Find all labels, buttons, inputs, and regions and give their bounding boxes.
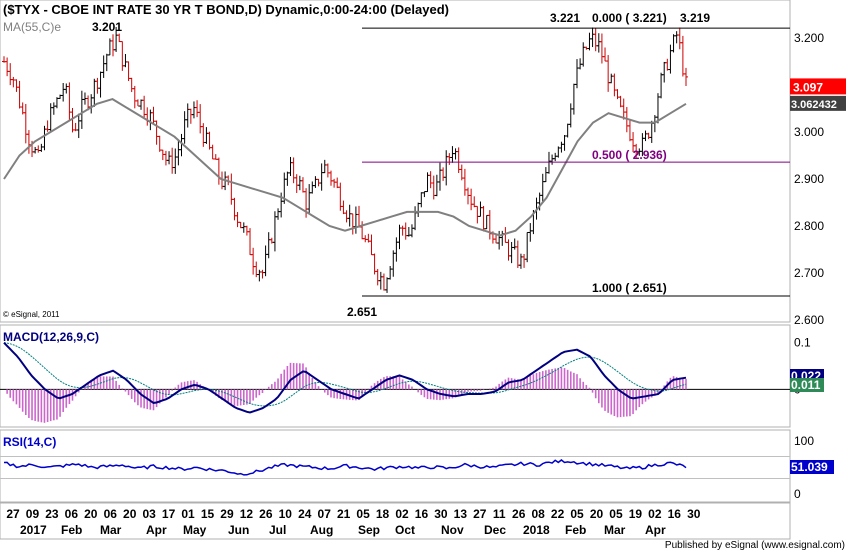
x-month-label: 2017 <box>20 523 47 537</box>
x-tick-label: 20 <box>123 507 137 521</box>
x-month-label: Nov <box>441 523 464 537</box>
x-month-label: Mar <box>604 523 626 537</box>
x-tick-label: 24 <box>298 507 312 521</box>
x-month-label: Dec <box>484 523 506 537</box>
ma-label: MA(55,C)e <box>3 20 61 34</box>
x-month-label: Jun <box>228 523 249 537</box>
x-month-label: Mar <box>100 523 122 537</box>
x-tick-label: 06 <box>65 507 79 521</box>
rsi-value-tag-bg <box>790 460 834 474</box>
x-tick-label: 13 <box>454 507 468 521</box>
x-tick-label: 10 <box>279 507 293 521</box>
price-tick-label: 2.800 <box>794 219 824 233</box>
ma-value: 3.201 <box>92 20 122 34</box>
x-month-label: Apr <box>146 523 167 537</box>
ma-value-tag: 3.062432 <box>790 95 846 111</box>
x-tick-label: 21 <box>337 507 351 521</box>
x-tick-label: 19 <box>629 507 643 521</box>
x-tick-label: 22 <box>551 507 565 521</box>
x-tick-label: 16 <box>415 507 429 521</box>
macd-tick-label: 0.1 <box>794 336 811 350</box>
x-month-label: Oct <box>395 523 415 537</box>
x-tick-label: 15 <box>201 507 215 521</box>
price-tick-label: 2.900 <box>794 172 824 186</box>
x-tick-label: 02 <box>395 507 409 521</box>
x-tick-label: 08 <box>531 507 545 521</box>
last-price-tag-text: 3.097 <box>793 80 823 94</box>
rsi-value-tag: 51.039 <box>790 460 834 474</box>
price-annotation: 3.219 <box>680 11 710 25</box>
x-month-label: Apr <box>645 523 666 537</box>
last-price-tag-bg <box>790 78 846 95</box>
x-tick-label: 26 <box>512 507 526 521</box>
price-tick-label: 2.600 <box>794 313 824 327</box>
price-annotation: 0.500 ( 2.936) <box>592 148 667 162</box>
signal-value-tag: 0.011 <box>790 378 824 392</box>
x-tick-label: 30 <box>434 507 448 521</box>
x-month-label: 2018 <box>523 523 550 537</box>
x-tick-label: 12 <box>240 507 254 521</box>
x-tick-label: 26 <box>259 507 273 521</box>
ma-value-tag-bg <box>790 95 846 111</box>
x-tick-label: 27 <box>6 507 20 521</box>
x-tick-label: 06 <box>104 507 118 521</box>
x-month-label: Sep <box>358 523 380 537</box>
x-tick-label: 27 <box>473 507 487 521</box>
rsi-tick-label: 100 <box>794 434 814 448</box>
ohlc-bar <box>684 67 688 87</box>
x-tick-label: 29 <box>220 507 234 521</box>
x-axis-panel <box>0 502 791 540</box>
x-tick-label: 05 <box>570 507 584 521</box>
x-month-label: May <box>183 523 207 537</box>
price-panel <box>0 0 791 323</box>
price-tick-label: 2.700 <box>794 266 824 280</box>
x-tick-label: 16 <box>668 507 682 521</box>
ma-55-line <box>3 98 687 237</box>
macd-signal-line <box>3 342 687 407</box>
x-tick-label: 17 <box>162 507 176 521</box>
x-tick-label: 07 <box>318 507 332 521</box>
rsi-tick-label: 0 <box>794 487 801 501</box>
x-tick-label: 03 <box>142 507 156 521</box>
published-by-text: Published by eSignal (www.esignal.com) <box>665 540 845 551</box>
rsi-line <box>3 459 687 476</box>
x-tick-label: 20 <box>84 507 98 521</box>
last-price-tag: 3.097 <box>790 78 846 95</box>
price-layer: 3.2003.1003.0002.9002.8002.7002.6003.221… <box>2 11 846 327</box>
rsi-title: RSI(14,C) <box>3 435 56 449</box>
x-tick-label: 30 <box>687 507 701 521</box>
macd-line <box>3 342 687 414</box>
rsi-layer: RSI(14,C)10050051.039 <box>0 434 834 501</box>
price-tick-label: 3.200 <box>794 31 824 45</box>
x-month-label: Aug <box>310 523 333 537</box>
price-annotation: 0.000 ( 3.221) <box>592 11 667 25</box>
ma-value-tag-text: 3.062432 <box>791 99 837 111</box>
x-tick-label: 18 <box>376 507 390 521</box>
x-month-label: Jul <box>269 523 286 537</box>
signal-value-tag-text: 0.011 <box>791 378 821 392</box>
signal-value-tag-bg <box>790 378 824 392</box>
x-tick-label: 20 <box>590 507 604 521</box>
x-tick-label: 05 <box>356 507 370 521</box>
x-month-label: Feb <box>565 523 586 537</box>
axis-layer: 27 09 23 06 20 06 20 03 17 01 15 29 12 26 10 24 07 21 05 18… <box>6 507 700 537</box>
price-annotation: 3.221 <box>550 11 580 25</box>
x-tick-label: 11 <box>493 507 506 521</box>
x-tick-label: 01 <box>181 507 195 521</box>
copyright-text: © eSignal, 2011 <box>3 310 60 319</box>
price-annotation: 1.000 ( 2.651) <box>592 281 667 295</box>
price-tick-label: 3.000 <box>794 125 824 139</box>
x-tick-label: 05 <box>609 507 623 521</box>
x-month-label: Feb <box>61 523 82 537</box>
x-tick-label: 23 <box>45 507 59 521</box>
chart-title: ($TYX - CBOE INT RATE 30 YR T BOND,D) Dy… <box>3 2 449 17</box>
rsi-value-tag-text: 51.039 <box>791 460 828 474</box>
price-annotation: 2.651 <box>347 305 377 319</box>
macd-title: MACD(12,26,9,C) <box>3 330 99 344</box>
x-tick-label: 09 <box>26 507 40 521</box>
x-tick-label: 02 <box>648 507 662 521</box>
